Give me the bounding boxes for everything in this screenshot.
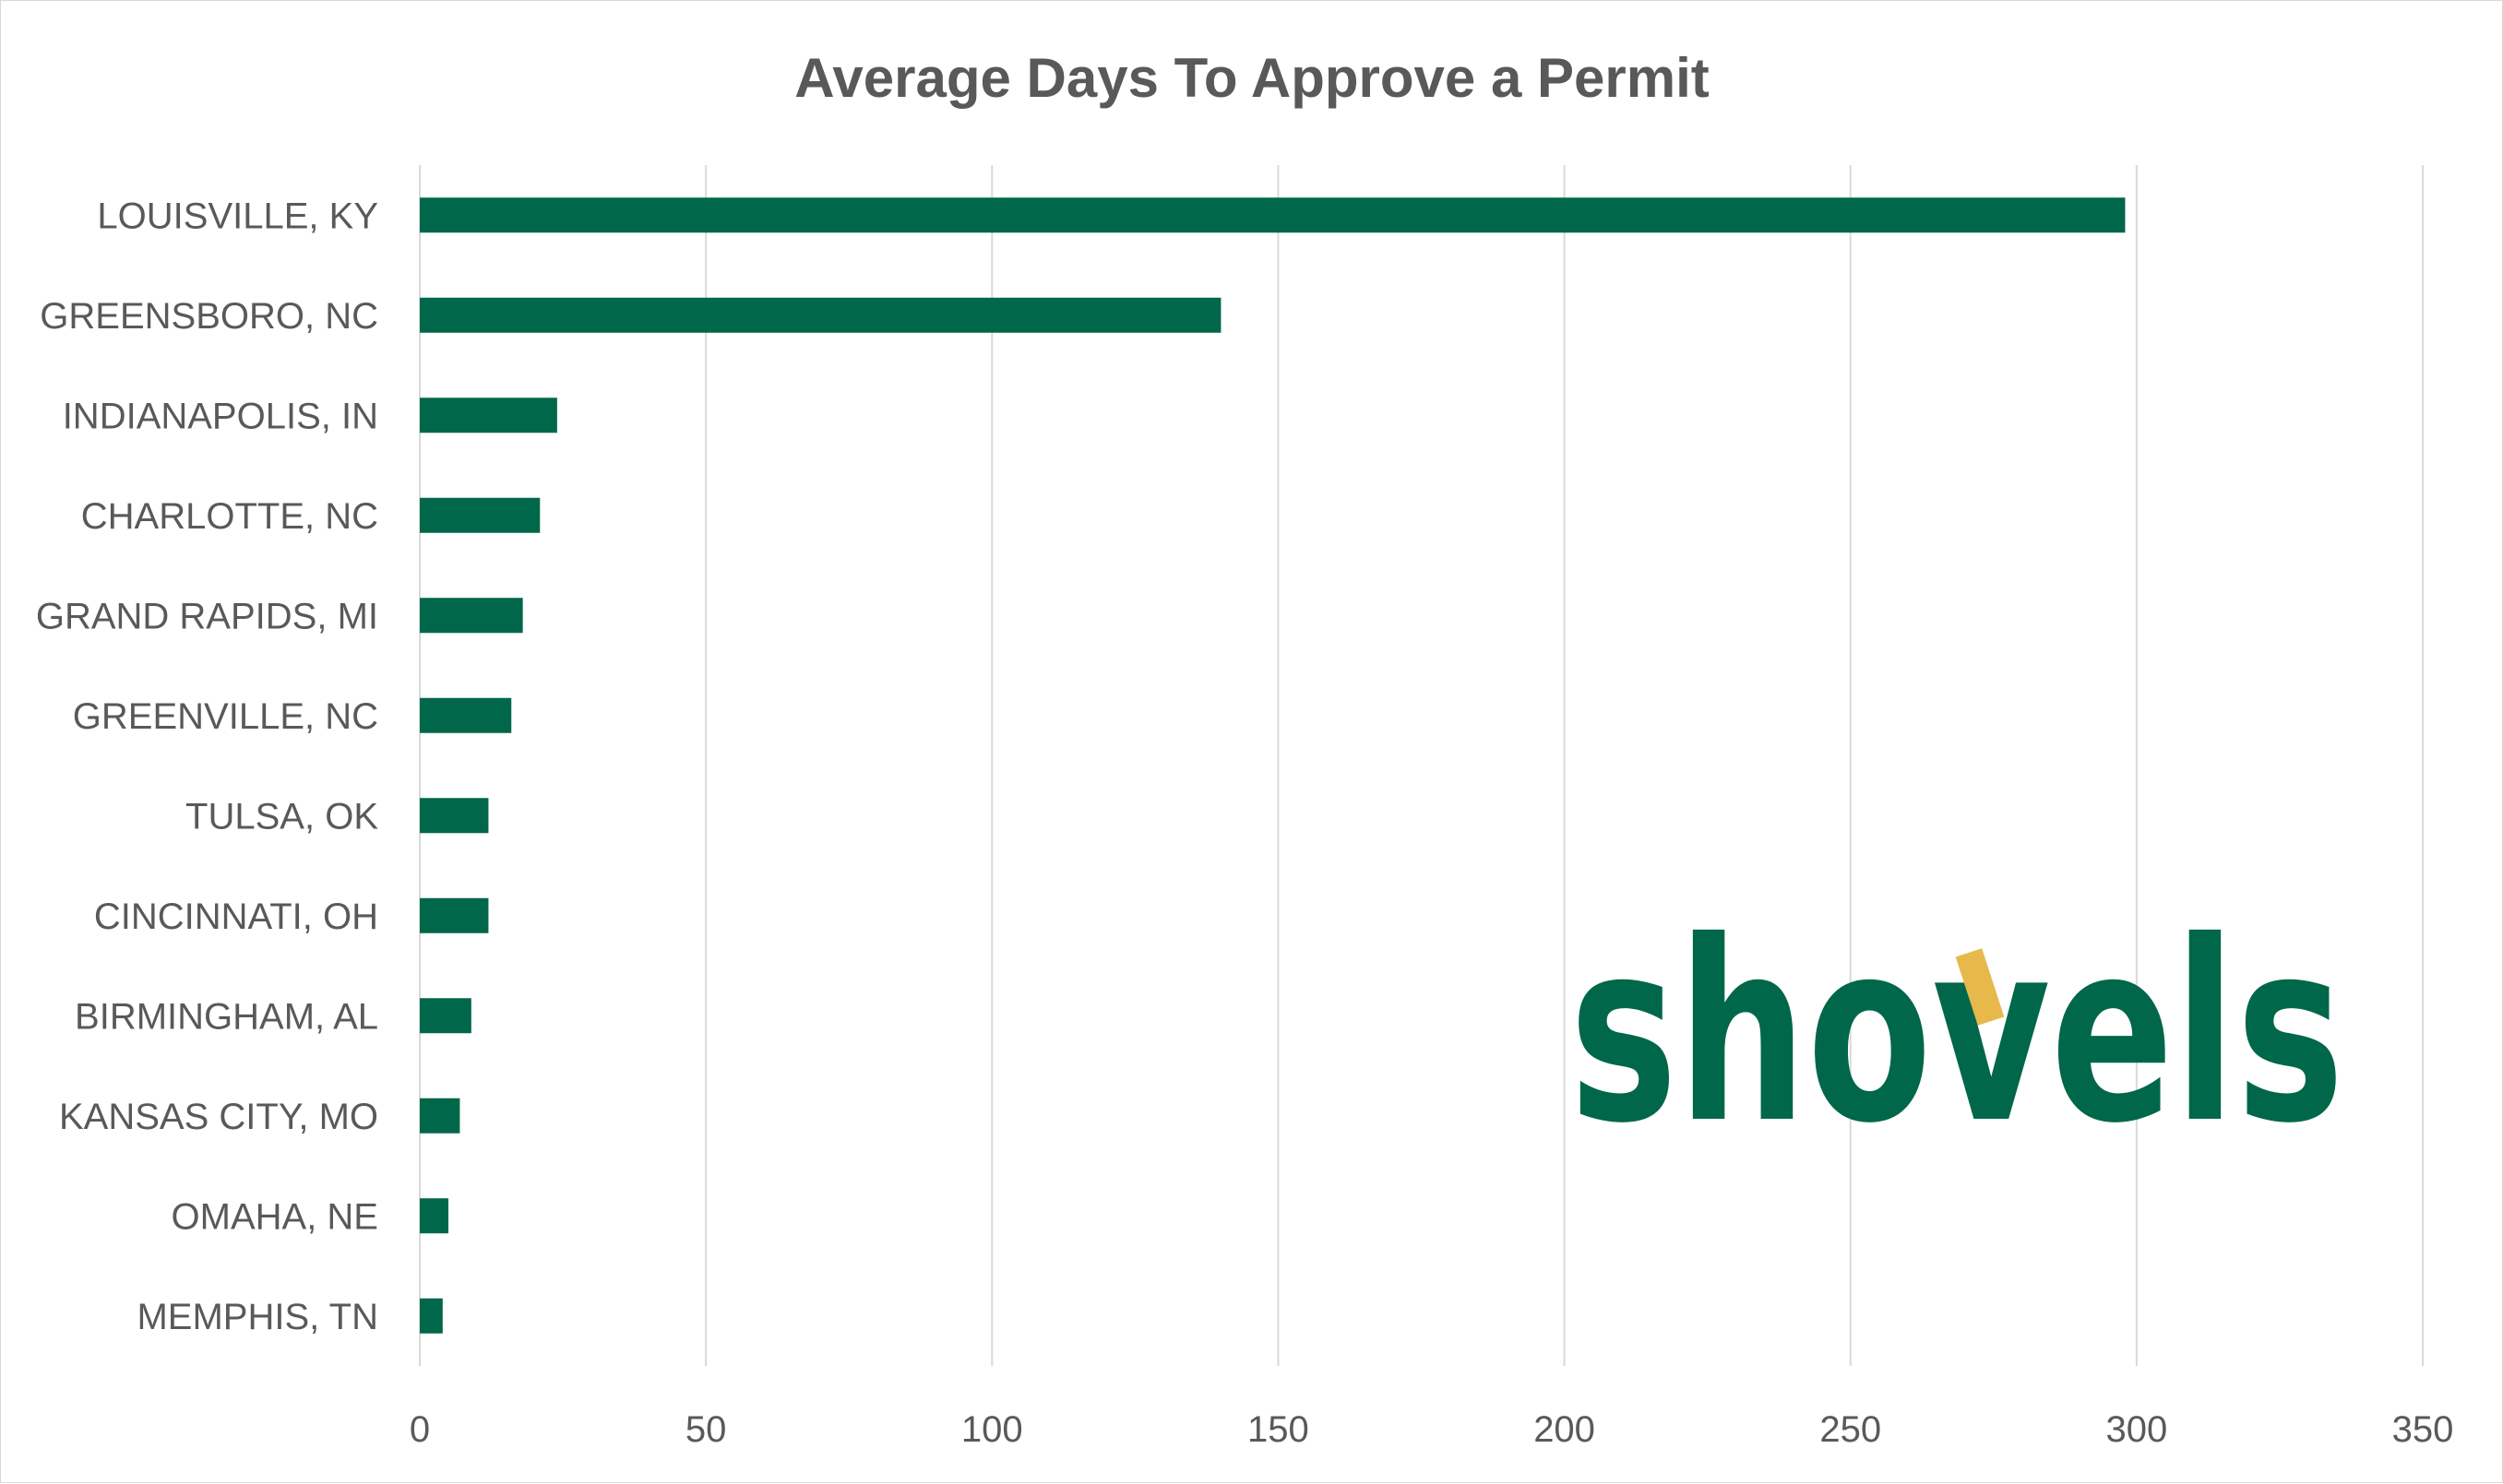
bar: [420, 398, 557, 433]
category-label: LOUISVILLE, KY: [97, 196, 378, 236]
category-labels: LOUISVILLE, KY GREENSBORO, NC INDIANAPOLIS…: [36, 196, 378, 1337]
x-tick-label: 200: [1533, 1409, 1595, 1450]
x-tick-label: 300: [2105, 1409, 2167, 1450]
gridlines: [419, 165, 2424, 1366]
shovels-logo: shovels: [1569, 887, 2344, 1178]
category-label: MEMPHIS, TN: [137, 1297, 378, 1337]
bar: [420, 497, 541, 533]
x-tick-label: 350: [2392, 1409, 2454, 1450]
x-tick-label: 50: [685, 1409, 727, 1450]
category-label: GRAND RAPIDS, MI: [36, 596, 378, 636]
x-tick-label: 150: [1247, 1409, 1309, 1450]
logo-shovel-accent: [1955, 948, 2005, 1026]
bar: [420, 798, 489, 834]
category-label: TULSA, OK: [185, 796, 378, 837]
bar: [420, 598, 523, 634]
category-label: GREENVILLE, NC: [73, 696, 378, 737]
bar: [420, 197, 2126, 233]
bar: [420, 697, 512, 733]
bar: [420, 998, 471, 1034]
x-tick-label: 250: [1819, 1409, 1881, 1450]
logo-wordmark: shovels: [1569, 887, 2344, 1178]
bar: [420, 1298, 443, 1334]
x-tick-label: 100: [961, 1409, 1023, 1450]
bar: [420, 297, 1222, 333]
x-tick-labels: 0 50 100 150 200 250 300 350: [410, 1409, 2454, 1450]
bar: [420, 1098, 460, 1134]
category-label: GREENSBORO, NC: [40, 296, 378, 337]
bars: [420, 197, 2126, 1334]
chart-title: Average Days To Approve a Permit: [794, 47, 1709, 109]
category-label: KANSAS CITY, MO: [59, 1097, 378, 1137]
bar: [420, 1198, 449, 1234]
category-label: CHARLOTTE, NC: [81, 496, 378, 537]
category-label: CINCINNATI, OH: [94, 896, 378, 937]
category-label: BIRMINGHAM, AL: [75, 996, 378, 1037]
category-label: OMAHA, NE: [172, 1196, 378, 1237]
x-tick-label: 0: [410, 1409, 430, 1450]
category-label: INDIANAPOLIS, IN: [63, 396, 378, 436]
bar: [420, 897, 489, 933]
